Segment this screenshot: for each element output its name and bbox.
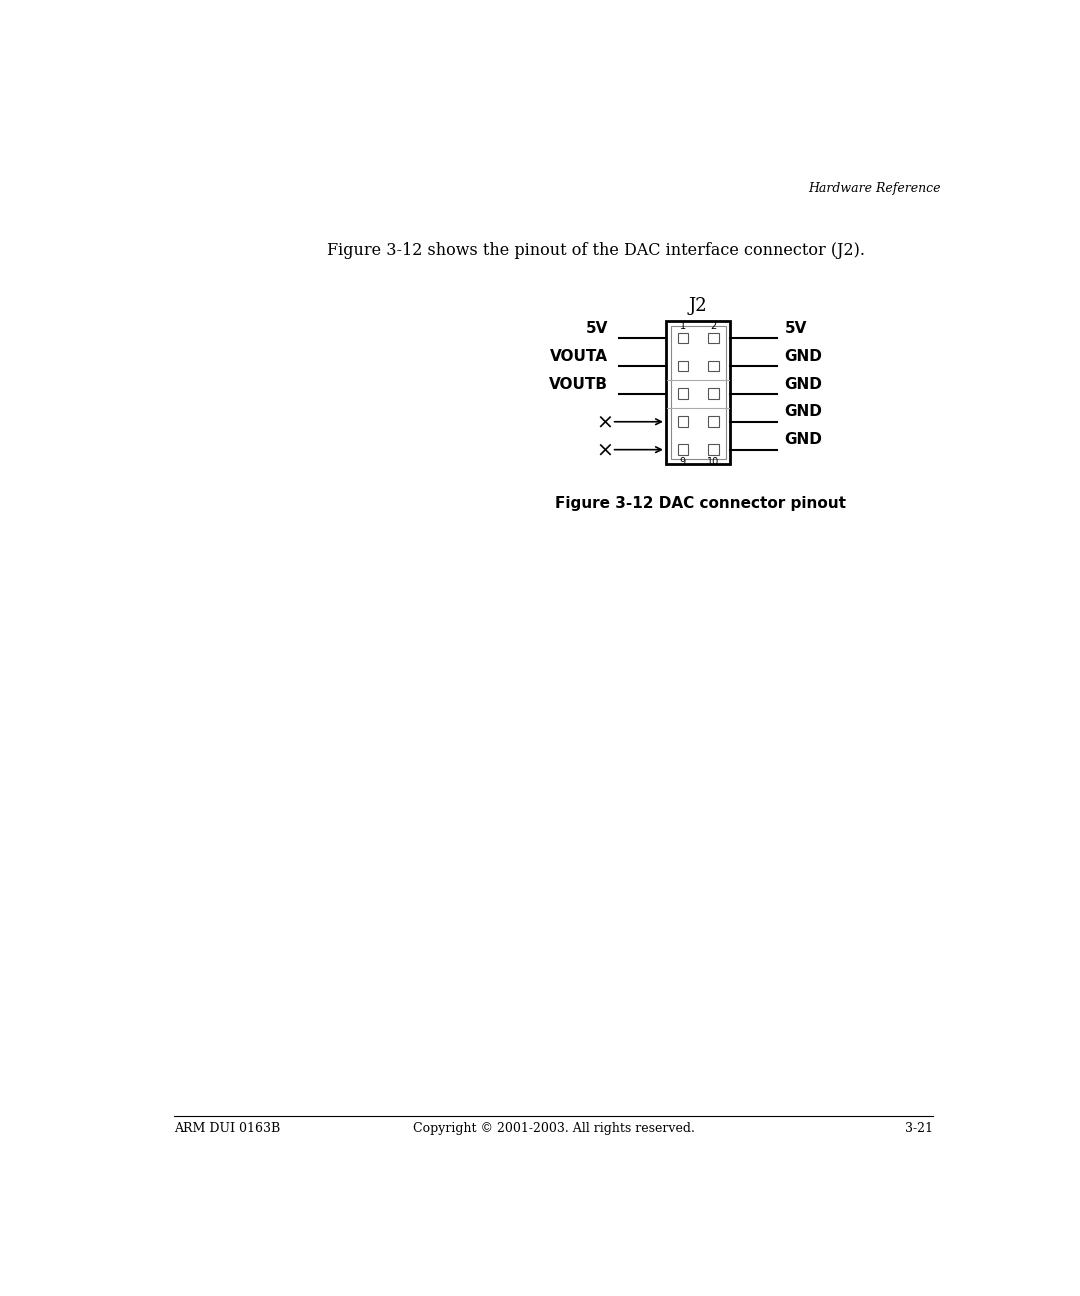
Bar (677, 445, 688, 455)
Text: 5V: 5V (585, 320, 608, 336)
Text: Hardware Reference: Hardware Reference (809, 183, 941, 196)
Text: ARM DUI 0163B: ARM DUI 0163B (174, 1122, 280, 1135)
Bar (677, 360, 688, 372)
Bar (677, 333, 688, 343)
Text: GND: GND (784, 433, 822, 447)
Text: 1: 1 (680, 321, 686, 330)
Bar (707, 360, 718, 372)
Bar (707, 416, 718, 428)
Bar (677, 416, 688, 428)
Bar (677, 389, 688, 399)
Text: VOUTA: VOUTA (550, 349, 608, 364)
Text: Figure 3-12 shows the pinout of the DAC interface connector (J2).: Figure 3-12 shows the pinout of the DAC … (327, 242, 865, 259)
Text: 5V: 5V (784, 320, 807, 336)
Text: 3-21: 3-21 (905, 1122, 933, 1135)
Text: 2: 2 (710, 321, 716, 330)
Bar (671, 325, 726, 459)
Bar (707, 389, 718, 399)
Bar (666, 321, 730, 464)
Text: 10: 10 (707, 456, 719, 467)
Text: 9: 9 (680, 456, 686, 467)
Bar (707, 333, 718, 343)
Text: GND: GND (784, 349, 822, 364)
Bar (707, 445, 718, 455)
Text: J2: J2 (689, 297, 707, 315)
Text: VOUTB: VOUTB (549, 377, 608, 391)
Text: GND: GND (784, 377, 822, 391)
Text: Copyright © 2001-2003. All rights reserved.: Copyright © 2001-2003. All rights reserv… (413, 1122, 694, 1135)
Text: Figure 3-12 DAC connector pinout: Figure 3-12 DAC connector pinout (555, 496, 847, 511)
Text: GND: GND (784, 404, 822, 420)
